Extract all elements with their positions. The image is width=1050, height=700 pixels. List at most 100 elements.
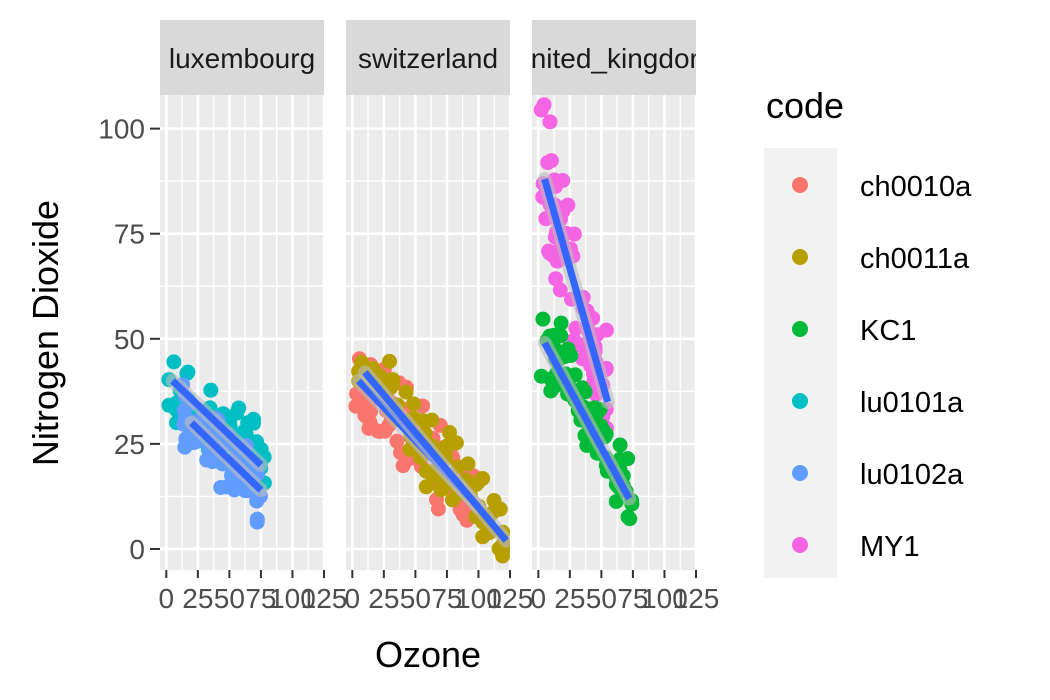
data-point-ch0011a	[475, 529, 491, 545]
legend-swatch	[792, 249, 808, 265]
legend-label: lu0102a	[860, 459, 964, 491]
data-point-MY1	[552, 282, 568, 298]
data-point-KC1	[535, 311, 551, 327]
data-point-lu0102a	[249, 514, 265, 530]
y-tick-label: 50	[114, 324, 145, 355]
facet-strip-label: luxembourg	[169, 43, 315, 74]
data-point-KC1	[622, 511, 638, 527]
x-tick-label: 125	[487, 583, 534, 614]
data-point-MY1	[548, 271, 564, 287]
data-point-ch0011a	[441, 425, 457, 441]
data-point-KC1	[608, 493, 624, 509]
data-point-ch0011a	[385, 376, 401, 392]
legend-label: ch0011a	[860, 243, 970, 275]
x-tick-label: 25	[182, 583, 213, 614]
x-tick-label: 100	[455, 583, 502, 614]
data-point-ch0011a	[438, 438, 454, 454]
legend-item: ch0010a	[792, 171, 972, 203]
panel-data	[161, 354, 272, 530]
data-point-KC1	[553, 328, 569, 344]
legend-label: MY1	[860, 531, 920, 563]
facet-strip-label: switzerland	[358, 43, 498, 74]
y-axis: 0 25 50 75 100	[98, 114, 160, 565]
data-point-ch0011a	[468, 477, 484, 493]
legend: code ch0010a ch0011a KC1 lu0101a lu0102a MY1	[764, 85, 972, 578]
data-point-lu0102a	[226, 482, 242, 498]
data-point-MY1	[536, 97, 552, 113]
panel-background	[346, 95, 510, 570]
x-tick-label: 75	[431, 583, 462, 614]
data-point-ch0011a	[382, 353, 398, 369]
legend-item: ch0011a	[792, 243, 970, 275]
y-tick-label: 25	[114, 429, 145, 460]
legend-item: lu0102a	[792, 459, 964, 491]
legend-label: lu0101a	[860, 387, 964, 419]
legend-label: ch0010a	[860, 171, 972, 203]
data-point-ch0010a	[389, 433, 405, 449]
legend-label: KC1	[860, 315, 916, 347]
legend-key-background	[764, 148, 837, 578]
panel-data	[348, 351, 510, 564]
trend-line-lu0101a	[170, 378, 264, 468]
legend-swatch	[792, 177, 808, 193]
facet-strip	[532, 20, 696, 95]
x-tick-label: 75	[245, 583, 276, 614]
y-tick-label: 100	[98, 114, 145, 145]
data-point-lu0101a	[166, 354, 182, 370]
legend-swatch	[792, 393, 808, 409]
x-tick-label: 0	[531, 583, 547, 614]
legend-item: KC1	[792, 315, 916, 347]
data-point-MY1	[542, 114, 558, 130]
facet-strip-label: united_kingdom	[515, 43, 713, 74]
x-tick-label: 25	[368, 583, 399, 614]
x-tick-label: 50	[400, 583, 431, 614]
data-point-ch0011a	[398, 384, 414, 400]
x-axis-title: Ozone	[375, 634, 481, 675]
data-point-lu0101a	[161, 397, 177, 413]
x-tick-label: 50	[586, 583, 617, 614]
data-point-ch0010a	[455, 507, 471, 523]
panel-data	[533, 97, 640, 527]
x-tick-label: 0	[345, 583, 361, 614]
facet-strip	[160, 20, 324, 95]
legend-item: MY1	[792, 531, 920, 563]
y-tick-label: 75	[114, 219, 145, 250]
data-point-KC1	[587, 400, 603, 416]
x-tick-label: 0	[159, 583, 175, 614]
trend-line-ch0011a	[362, 370, 509, 543]
data-point-lu0101a	[180, 364, 196, 380]
data-point-ch0010a	[348, 398, 364, 414]
data-point-lu0101a	[203, 382, 219, 398]
trend-line-KC1	[541, 341, 633, 501]
legend-item: lu0101a	[792, 387, 964, 419]
data-point-KC1	[563, 348, 579, 364]
panel-background	[160, 95, 324, 570]
data-point-lu0101a	[229, 405, 245, 421]
data-point-KC1	[533, 368, 549, 384]
data-point-MY1	[543, 153, 559, 169]
trend-line-lu0102a	[189, 420, 264, 493]
data-point-ch0010a	[430, 501, 446, 517]
x-tick-label: 100	[641, 583, 688, 614]
legend-title: code	[766, 85, 844, 126]
x-tick-label: 50	[214, 583, 245, 614]
x-tick-label: 100	[269, 583, 316, 614]
legend-swatch	[792, 537, 808, 553]
y-axis-title: Nitrogen Dioxide	[25, 200, 66, 466]
data-point-KC1	[612, 437, 628, 453]
facet-strip	[346, 20, 510, 95]
data-point-KC1	[620, 451, 636, 467]
legend-swatch	[792, 465, 808, 481]
x-tick-label: 75	[617, 583, 648, 614]
data-point-KC1	[553, 315, 569, 331]
data-point-ch0011a	[433, 482, 449, 498]
y-tick-label: 0	[129, 534, 145, 565]
legend-swatch	[792, 321, 808, 337]
x-tick-label: 125	[673, 583, 720, 614]
data-point-ch0011a	[406, 396, 422, 412]
